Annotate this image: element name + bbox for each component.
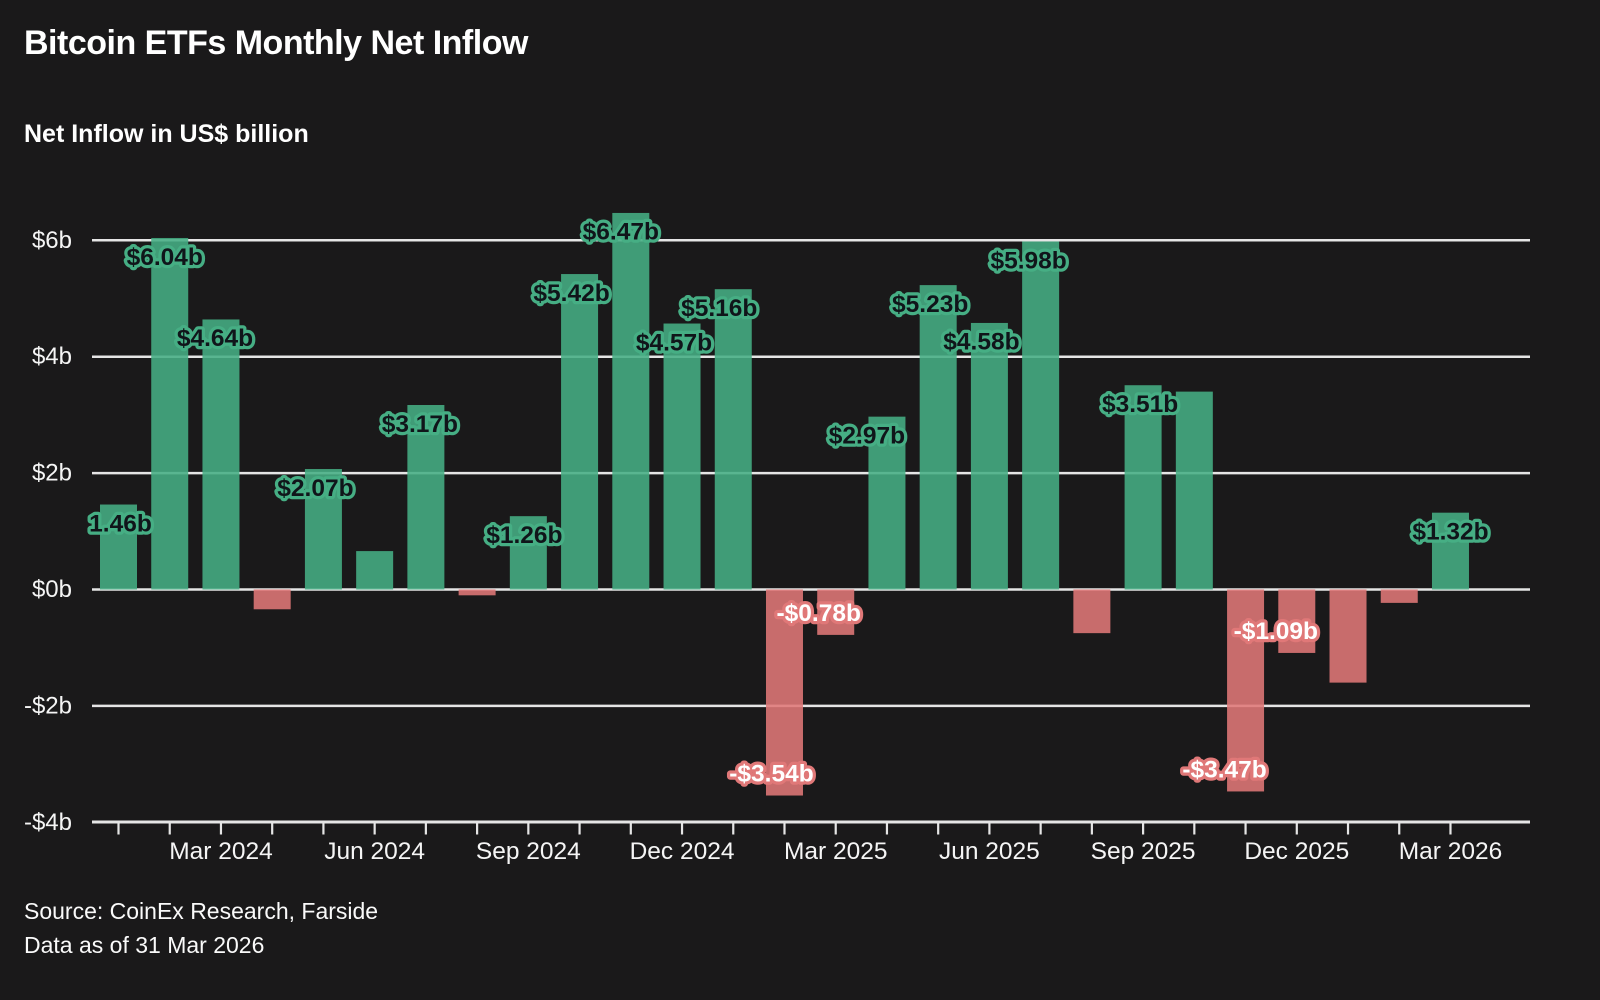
asof-text: Data as of 31 Mar 2026 [24,932,265,958]
bar-value-label-Dec-2025: -$1.09b [1234,618,1318,645]
bar-Mar-2026 [1431,512,1469,590]
bar-value-label-May-2025: $5.23b [892,291,968,318]
bar-May-2024 [304,469,342,590]
bar-Nov-2024 [612,212,650,590]
bar-Sep-2024 [509,516,547,590]
bar-value-label-Jan-2025: $5.16b [681,295,757,322]
chart-footer: Source: CoinEx Research, Farside Data as… [24,894,378,962]
y-tick-label-$0b: $0b [32,576,72,603]
x-tick-label-Sep-2025: Sep 2025 [1091,838,1196,865]
bar-Nov-2025 [1227,589,1265,792]
y-tick-label-$6b: $6b [32,227,72,254]
x-tick-label-Mar-2026: Mar 2026 [1399,838,1503,865]
bar-value-label-Feb-2025: -$3.54b [729,761,813,788]
bar-value-label-Sep-2025: $3.51b [1102,391,1178,418]
bar-value-label-Jun-2025: $4.58b [943,329,1019,356]
bar-value-label-May-2024: $2.07b [277,475,353,502]
x-tick-label-Sep-2024: Sep 2024 [476,838,581,865]
bar-Feb-2025 [765,589,803,796]
bar-value-label-Mar-2025: -$0.78b [777,600,861,627]
bar-value-label-Jul-2025: $5.98b [990,247,1066,274]
y-tick-label-$4b: $4b [32,343,72,370]
bar-Apr-2025 [868,416,906,590]
y-tick-label--$4b: -$4b [24,809,72,836]
bar-May-2025 [919,285,957,590]
y-tick-label-$2b: $2b [32,460,72,487]
bar-value-label-Mar-2024: $4.64b [177,325,253,352]
bar-Apr-2024 [253,589,291,610]
chart-svg: Mar 2024 Jun 2024 Sep 2024 Dec 2024 Mar 2025… [24,212,1530,865]
bar-Feb-2026 [1380,589,1418,603]
bar-value-label-Sep-2024: $1.26b [486,522,562,549]
bar-value-label-Jul-2024: $3.17b [382,411,458,438]
bar-value-label-Jan-2024: 1.46b [89,510,152,537]
bar-Mar-2024 [202,319,240,590]
y-tick-label--$2b: -$2b [24,692,72,719]
bar-value-label-Nov-2025: -$3.47b [1182,756,1266,783]
bar-Aug-2025 [1073,589,1111,634]
x-tick-label-Mar-2024: Mar 2024 [169,838,273,865]
bar-value-label-Feb-2024: $6.04b [127,244,203,271]
x-tick-label-Jun-2025: Jun 2025 [939,838,1040,865]
bar-Jan-2024 [100,504,137,590]
bar-Mar-2025 [817,589,855,635]
x-tick-label-Dec-2024: Dec 2024 [630,838,735,865]
x-tick-label-Mar-2025: Mar 2025 [784,838,888,865]
bar-Jan-2026 [1329,589,1367,683]
bar-Oct-2025 [1175,391,1213,590]
bar-value-label-Dec-2024: $4.57b [636,329,712,356]
bar-Dec-2024 [663,323,701,590]
bar-Sep-2025 [1124,385,1162,590]
bar-Jun-2024 [356,551,394,590]
chart-title: Bitcoin ETFs Monthly Net Inflow [24,24,528,62]
bar-value-label-Nov-2024: $6.47b [583,219,659,246]
bar-value-label-Mar-2026: $1.32b [1412,518,1488,545]
bar-Feb-2024 [151,237,189,590]
bar-value-label-Apr-2025: $2.97b [829,422,905,449]
bar-Aug-2024 [458,589,496,596]
bar-Dec-2025 [1278,589,1316,653]
bar-Jun-2025 [970,322,1008,590]
chart-subtitle: Net Inflow in US$ billion [24,120,309,148]
bar-Jan-2025 [714,289,752,590]
bar-value-label-Oct-2024: $5.42b [533,280,609,307]
bar-Oct-2024 [561,274,599,590]
x-tick-label-Jun-2024: Jun 2024 [324,838,425,865]
bar-Jul-2025 [1022,241,1060,590]
x-tick-label-Dec-2025: Dec 2025 [1244,838,1349,865]
bar-Jul-2024 [407,405,445,590]
source-text: Source: CoinEx Research, Farside [24,898,379,924]
